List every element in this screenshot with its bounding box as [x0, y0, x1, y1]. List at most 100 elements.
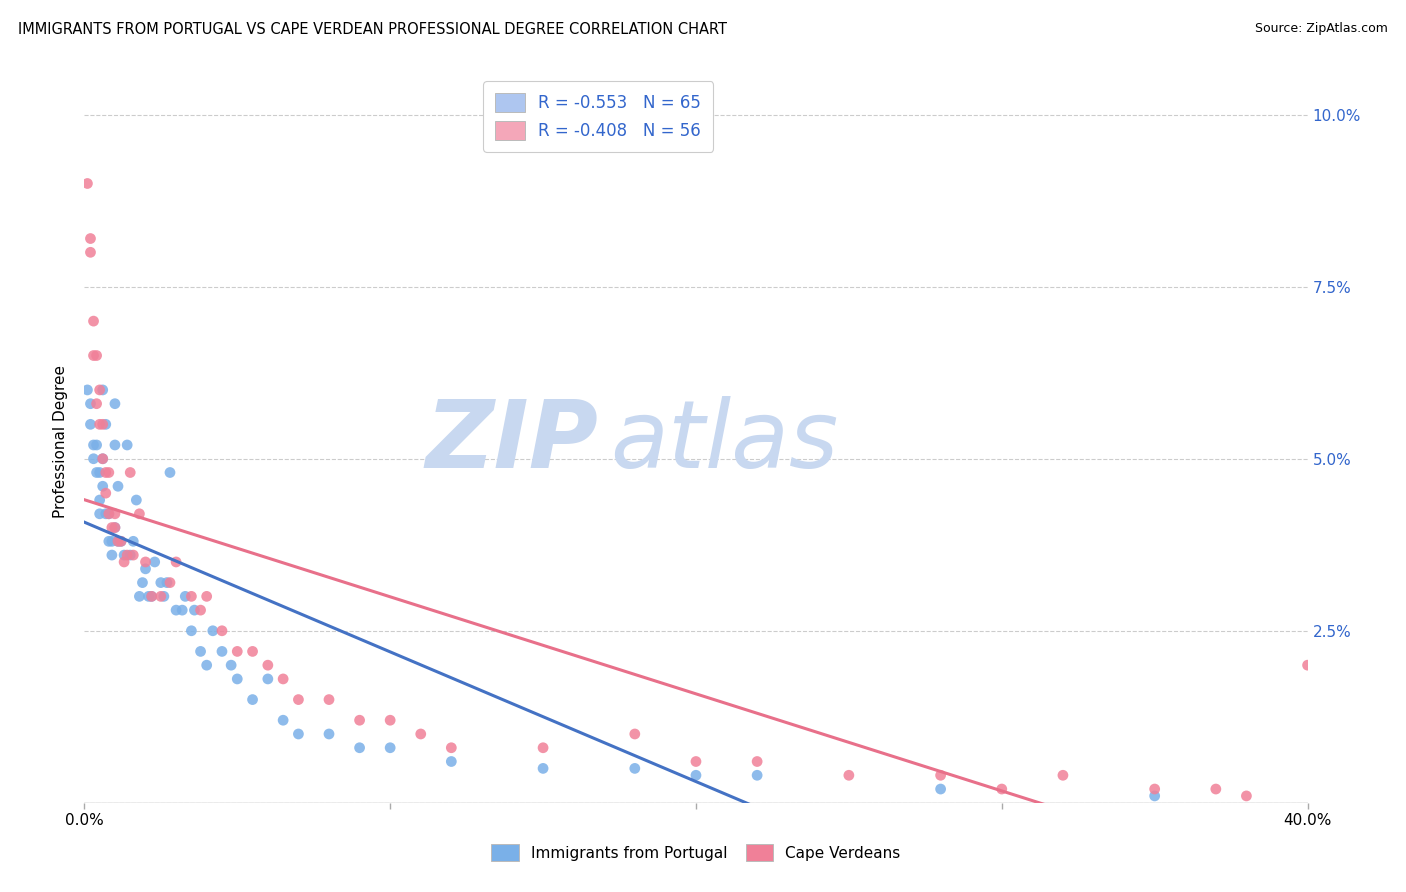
Point — [128, 590, 150, 604]
Point — [79, 245, 101, 260]
Point — [349, 740, 371, 755]
Point — [159, 466, 181, 480]
Point — [141, 590, 163, 604]
Point — [97, 534, 120, 549]
Point — [180, 624, 202, 638]
Point — [120, 466, 142, 480]
Point — [83, 314, 105, 328]
Point — [79, 231, 101, 245]
Point — [143, 555, 166, 569]
Point — [156, 575, 179, 590]
Point — [104, 507, 127, 521]
Point — [122, 548, 145, 562]
Point — [1296, 658, 1319, 673]
Point — [271, 672, 294, 686]
Point — [94, 507, 117, 521]
Point — [226, 672, 249, 686]
Point — [318, 692, 340, 706]
Point — [349, 713, 371, 727]
Point — [1205, 782, 1227, 797]
Point — [120, 548, 142, 562]
Text: Source: ZipAtlas.com: Source: ZipAtlas.com — [1254, 22, 1388, 36]
Point — [91, 451, 114, 466]
Point — [91, 479, 114, 493]
Point — [242, 644, 264, 658]
Point — [219, 658, 242, 673]
Point — [211, 644, 233, 658]
Point — [1143, 789, 1166, 803]
Point — [149, 590, 172, 604]
Point — [685, 768, 707, 782]
Point — [257, 672, 280, 686]
Point — [380, 740, 402, 755]
Point — [165, 603, 187, 617]
Point — [89, 417, 111, 432]
Point — [91, 451, 114, 466]
Point — [287, 727, 309, 741]
Point — [104, 438, 127, 452]
Legend: Immigrants from Portugal, Cape Verdeans: Immigrants from Portugal, Cape Verdeans — [485, 838, 907, 867]
Point — [79, 417, 101, 432]
Point — [97, 466, 120, 480]
Point — [226, 644, 249, 658]
Point — [91, 417, 114, 432]
Point — [165, 555, 187, 569]
Point — [104, 397, 127, 411]
Point — [101, 534, 124, 549]
Y-axis label: Professional Degree: Professional Degree — [53, 365, 69, 518]
Point — [89, 466, 111, 480]
Point — [440, 755, 463, 769]
Point — [122, 534, 145, 549]
Point — [159, 575, 181, 590]
Point — [83, 438, 105, 452]
Point — [101, 548, 124, 562]
Point — [110, 534, 132, 549]
Point — [94, 417, 117, 432]
Point — [747, 768, 769, 782]
Point — [97, 507, 120, 521]
Text: atlas: atlas — [610, 396, 838, 487]
Point — [94, 466, 117, 480]
Point — [190, 603, 212, 617]
Point — [135, 562, 157, 576]
Point — [531, 761, 554, 775]
Point — [138, 590, 160, 604]
Point — [79, 397, 101, 411]
Point — [409, 727, 432, 741]
Text: ZIP: ZIP — [425, 395, 598, 488]
Point — [128, 507, 150, 521]
Point — [174, 590, 197, 604]
Point — [101, 520, 124, 534]
Point — [242, 692, 264, 706]
Point — [201, 624, 224, 638]
Point — [89, 507, 111, 521]
Point — [838, 768, 860, 782]
Point — [624, 727, 647, 741]
Point — [83, 451, 105, 466]
Point — [211, 624, 233, 638]
Point — [89, 493, 111, 508]
Point — [747, 755, 769, 769]
Point — [86, 466, 108, 480]
Point — [107, 534, 129, 549]
Point — [94, 486, 117, 500]
Point — [287, 692, 309, 706]
Point — [115, 548, 138, 562]
Point — [125, 493, 148, 508]
Point — [112, 555, 135, 569]
Point — [195, 590, 218, 604]
Point — [141, 590, 163, 604]
Point — [153, 590, 176, 604]
Point — [1052, 768, 1074, 782]
Point — [91, 383, 114, 397]
Point — [929, 782, 952, 797]
Point — [135, 555, 157, 569]
Point — [131, 575, 153, 590]
Point — [172, 603, 194, 617]
Point — [183, 603, 205, 617]
Point — [76, 177, 98, 191]
Point — [97, 507, 120, 521]
Point — [83, 349, 105, 363]
Point — [195, 658, 218, 673]
Point — [190, 644, 212, 658]
